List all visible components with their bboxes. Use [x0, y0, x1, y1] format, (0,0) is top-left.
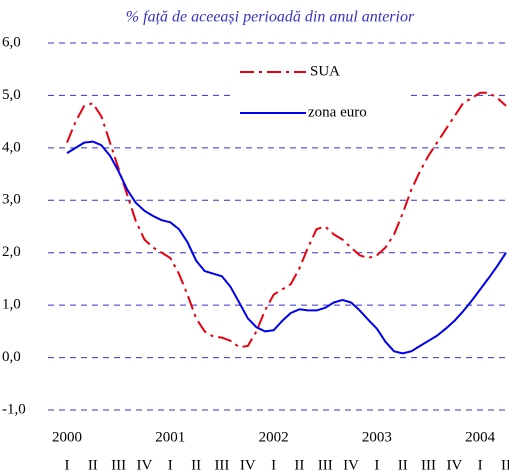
x-tick-label: II — [398, 457, 408, 470]
x-tick-label: I — [168, 457, 173, 470]
y-tick-label: 5,0 — [2, 87, 21, 103]
x-tick-label: II — [501, 457, 509, 470]
x-tick-label: III — [421, 457, 436, 470]
y-tick-label: 6,0 — [2, 34, 21, 50]
x-tick-label: I — [271, 457, 276, 470]
x-tick-label: III — [318, 457, 333, 470]
y-tick-label: 4,0 — [2, 139, 21, 155]
chart-subtitle: % față de aceeași perioadă din anul ante… — [126, 9, 415, 26]
legend: SUA zona euro — [232, 58, 410, 128]
y-tick-label: 3,0 — [2, 192, 21, 208]
x-tick-label: III — [214, 457, 229, 470]
y-tick-label: 1,0 — [2, 297, 21, 313]
legend-label: SUA — [310, 63, 340, 79]
series-line — [66, 140, 507, 355]
x-tick-label: II — [88, 457, 98, 470]
year-label: 2000 — [52, 429, 82, 445]
y-tick-label: 2,0 — [2, 244, 21, 260]
y-tick-label: 0,0 — [2, 349, 21, 365]
x-tick-label: III — [111, 457, 126, 470]
x-tick-label: I — [65, 457, 70, 470]
legend-label: zona euro — [308, 104, 367, 120]
year-label: 2002 — [259, 429, 289, 445]
series-line — [66, 91, 507, 349]
x-tick-label: IV — [446, 457, 462, 470]
x-tick-label: IV — [137, 457, 153, 470]
x-tick-label: I — [374, 457, 379, 470]
y-tick-label: -1,0 — [2, 401, 26, 417]
x-tick-label: II — [294, 457, 304, 470]
year-label: 2001 — [155, 429, 185, 445]
x-tick-label: IV — [240, 457, 256, 470]
x-tick-label: II — [191, 457, 201, 470]
year-label: 2003 — [362, 429, 392, 445]
x-tick-label: IV — [343, 457, 359, 470]
legend-background — [232, 58, 410, 128]
year-label: 2004 — [465, 429, 496, 445]
x-tick-label: I — [478, 457, 483, 470]
